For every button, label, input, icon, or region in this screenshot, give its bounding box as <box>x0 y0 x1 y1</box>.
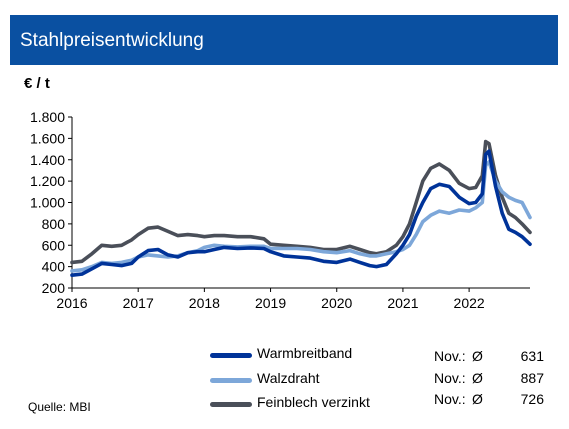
average-symbol: Ø <box>472 391 483 407</box>
legend-swatch <box>210 353 252 358</box>
title-bar: Stahlpreisentwicklung <box>10 15 558 65</box>
y-tick-label: 1.800 <box>30 109 65 125</box>
nov-label: Nov.: <box>434 348 466 364</box>
nov-average-walzdraht: Nov.: Ø 887 <box>434 370 544 390</box>
legend-label: Warmbreitband <box>257 345 353 361</box>
nov-value: 726 <box>520 391 544 407</box>
legend-label: Feinblech verzinkt <box>257 394 370 410</box>
chart-title: Stahlpreisentwicklung <box>20 30 204 51</box>
y-tick-label: 400 <box>42 259 66 275</box>
x-tick-label: 2022 <box>454 295 485 311</box>
legend-swatch <box>210 402 252 407</box>
y-tick-label: 1.600 <box>30 130 65 146</box>
y-tick-label: 1.200 <box>30 173 65 189</box>
nov-average-warmbreitband: Nov.: Ø 631 <box>434 348 544 368</box>
x-tick-label: 2016 <box>56 295 87 311</box>
y-tick-label: 200 <box>42 280 66 296</box>
x-tick-label: 2021 <box>387 295 418 311</box>
legend-swatch <box>210 378 252 383</box>
nov-value: 887 <box>520 370 544 386</box>
y-tick-label: 1.000 <box>30 195 65 211</box>
y-tick-label: 800 <box>42 216 66 232</box>
legend-label: Walzdraht <box>257 370 320 386</box>
x-tick-label: 2018 <box>189 295 220 311</box>
nov-label: Nov.: <box>434 370 466 386</box>
source-note: Quelle: MBI <box>28 400 91 414</box>
y-axis-unit-label: € / t <box>24 75 50 92</box>
y-tick-label: 600 <box>42 237 66 253</box>
nov-average-feinblech-verzinkt: Nov.: Ø 726 <box>434 391 544 411</box>
x-tick-label: 2017 <box>123 295 154 311</box>
x-tick-label: 2020 <box>321 295 352 311</box>
series-line-feinblech-verzinkt <box>70 139 532 265</box>
x-tick-label: 2019 <box>255 295 286 311</box>
average-symbol: Ø <box>472 348 483 364</box>
average-symbol: Ø <box>472 370 483 386</box>
y-tick-label: 1.400 <box>30 152 65 168</box>
series-line-walzdraht <box>70 160 532 273</box>
series-line-warmbreitband <box>70 149 532 277</box>
nov-label: Nov.: <box>434 391 466 407</box>
nov-value: 631 <box>520 348 544 364</box>
